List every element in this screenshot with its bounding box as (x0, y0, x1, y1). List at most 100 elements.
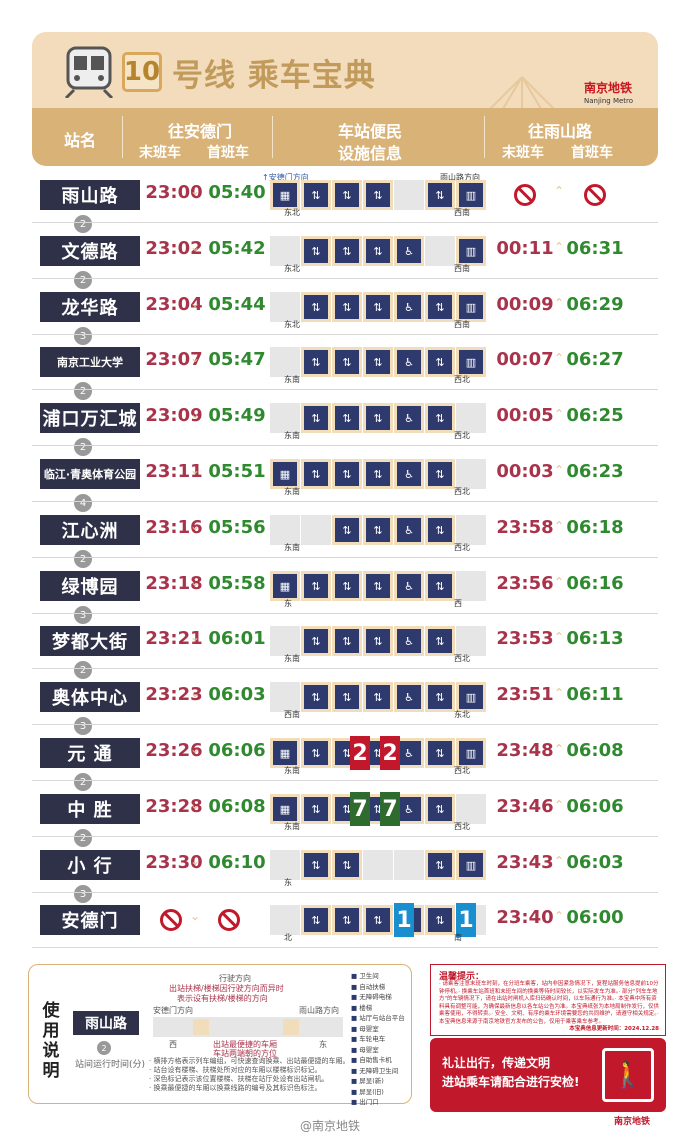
carriage-cell: ⇅ (363, 180, 393, 210)
station-row: 小 行 23:30 06:10 ⌄ ⇅ ⇅ ⇅ ▥ 东 23:43 06:03 ⌃ (32, 840, 658, 890)
carriage-cell: ⇅ (301, 236, 331, 266)
exit-left-label: 东 (284, 599, 292, 608)
facility-strip: ⇅ ⇅ ⇅ ♿ ▥ (270, 232, 486, 270)
first-train-to-yushanlu: 06:23 (566, 461, 624, 482)
no-service-icon (218, 909, 240, 931)
carriage-cell: ▦ (270, 180, 300, 210)
facility-icon: ⇅ (304, 853, 328, 877)
carriage-cell: ⇅ (425, 794, 455, 824)
col-facilities-2: 设施信息 (337, 144, 402, 163)
carriage-cell (270, 236, 300, 266)
carriage-cell: ⇅ (425, 905, 455, 935)
transfer-line-sign: 7 (350, 792, 370, 826)
exit-right-label: 西北 (454, 822, 470, 831)
first-train-to-yushanlu: 06:00 (566, 907, 624, 928)
first-train-to-andemen: 06:06 (208, 740, 266, 761)
station-row: 元 通 23:26 06:06 ⌄ ▦ ⇅ ⇅ ⇅ ♿ ⇅ ▥ 2 2 东南 西北 23:48 06:08 ⌃ (32, 728, 658, 778)
facility-icon: ⇅ (304, 183, 328, 207)
legend-swatch-icon: ■ (351, 1087, 360, 1096)
facility-icon: ▦ (273, 574, 297, 598)
exit-right-label: 西北 (454, 431, 470, 440)
last-train-to-yushanlu: 23:46 (496, 796, 554, 817)
facility-icon: ⇅ (428, 853, 452, 877)
exit-right-label: 西北 (454, 766, 470, 775)
travel-time-badge: 3 (74, 606, 92, 624)
last-train-to-yushanlu: 23:58 (496, 517, 554, 538)
carriage-cell: ♿ (394, 236, 424, 266)
exit-left-label: 西南 (284, 710, 300, 719)
sub-first-right: 首班车 (571, 145, 613, 161)
facility-icon: ⇅ (335, 295, 359, 319)
row-divider (32, 557, 658, 558)
carriage-cell (301, 515, 331, 545)
facility-strip: ⇅ ⇅ ♿ ⇅ (270, 511, 486, 549)
legend-diag-left: 安德门方向 (153, 1006, 193, 1015)
first-train-to-andemen: 05:51 (208, 461, 266, 482)
legend-icon-text: 母婴室 (359, 1024, 379, 1033)
carriage-cell: ⇅ (332, 571, 362, 601)
carriage-cell: ⇅ (332, 515, 362, 545)
last-train-to-yushanlu: 23:56 (496, 573, 554, 594)
exit-right-label: 西北 (454, 543, 470, 552)
facility-icon: ♿ (397, 629, 421, 653)
row-divider (32, 445, 658, 446)
travel-time-badge: 2 (74, 550, 92, 568)
facility-icon: ⇅ (335, 518, 359, 542)
facility-icon: ⇅ (335, 853, 359, 877)
carriage-cell (270, 850, 300, 880)
carriage-cell: ▥ (456, 738, 486, 768)
carriage-cell: ▥ (456, 682, 486, 712)
legend-swatch-icon: ■ (351, 1024, 360, 1033)
facility-strip: ▦ ⇅ ⇅ ⇅ ♿ ⇅ (270, 455, 486, 493)
facility-strip: ⇅ ⇅ ⇅ ▥ (270, 846, 486, 884)
civility-banner: 礼让出行，传递文明 进站乘车请配合进行安检! 🚶 (430, 1038, 666, 1112)
chevron-down-icon: ⌄ (190, 742, 201, 756)
facility-icon: ▥ (459, 741, 483, 765)
station-row: 雨山路 23:00 05:40 ⌄ ▦ ⇅ ⇅ ⇅ ⇅ ▥ 东北 西南 ⌃ (32, 170, 658, 220)
station-name: 江心洲 (40, 515, 140, 545)
logo-en: Nanjing Metro (584, 97, 634, 105)
station-row: 江心洲 23:16 05:56 ⌄ ⇅ ⇅ ♿ ⇅ 东南 西北 23:58 06:18 ⌃ (32, 505, 658, 555)
carriage-cell: ▦ (270, 738, 300, 768)
carriage-cell: ⇅ (301, 347, 331, 377)
legend-swatch-icon: ■ (351, 993, 360, 1001)
carriage-cell: ⇅ (425, 850, 455, 880)
station-name: 临江·青奥体育公园 (40, 459, 140, 489)
facility-icon: ♿ (397, 295, 421, 319)
facility-icon: ⇅ (304, 629, 328, 653)
station-name: 雨山路 (40, 180, 140, 210)
carriage-cell: ⇅ (332, 347, 362, 377)
legend-note: · 横排方格表示列车编组，可快速查询换乘、出站最便捷的车厢。 (149, 1057, 350, 1065)
carriage-cell (394, 180, 424, 210)
legend-diag-right: 雨山路方向 (299, 1006, 339, 1015)
travel-time-badge: 2 (74, 829, 92, 847)
facility-icon: ⇅ (428, 741, 452, 765)
legend-swatch-icon: ■ (351, 1098, 360, 1106)
legend-swatch-icon: ■ (351, 1003, 360, 1012)
chevron-up-icon: ⌃ (554, 184, 565, 198)
carriage-cell: ⇅ (363, 292, 393, 322)
legend-icon-text: 站厅与站台平台 (359, 1014, 405, 1022)
carriage-cell: ⇅ (425, 292, 455, 322)
exit-right-label: 西南 (454, 320, 470, 329)
divider (484, 116, 485, 158)
legend-note: · 换乘最便捷的车厢以换乘线路的编号及其标识色标注。 (149, 1084, 322, 1092)
row-divider (32, 278, 658, 279)
usage-legend: 使用说明 雨山路 2 站间运行时间(分) 行驶方向 出站扶梯/楼梯因行驶方向而异… (28, 964, 412, 1106)
first-train-to-andemen: 06:08 (208, 796, 266, 817)
carriage-cell (270, 347, 300, 377)
station-row: 南京工业大学 23:07 05:47 ⌄ ⇅ ⇅ ⇅ ♿ ⇅ ▥ 东南 西北 00:07 06:27 ⌃ (32, 337, 658, 387)
carriage-cell (270, 626, 300, 656)
carriage-cell: ⇅ (363, 905, 393, 935)
legend-gap-example: 2 (97, 1041, 111, 1055)
carriage-cell (270, 682, 300, 712)
carriage-cell: ♿ (394, 626, 424, 656)
legend-icon-label: ■ 屏显(新) (351, 1076, 411, 1087)
station-row: 文德路 23:02 05:42 ⌄ ⇅ ⇅ ⇅ ♿ ▥ 东北 西南 00:11 06:31 ⌃ (32, 226, 658, 276)
row-divider (32, 222, 658, 223)
first-train-to-andemen: 06:03 (208, 684, 266, 705)
facility-icon: ⇅ (335, 350, 359, 374)
row-divider (32, 613, 658, 614)
facility-icon: ⇅ (366, 462, 390, 486)
col-to-yushanlu: 往雨山路 (527, 122, 592, 141)
